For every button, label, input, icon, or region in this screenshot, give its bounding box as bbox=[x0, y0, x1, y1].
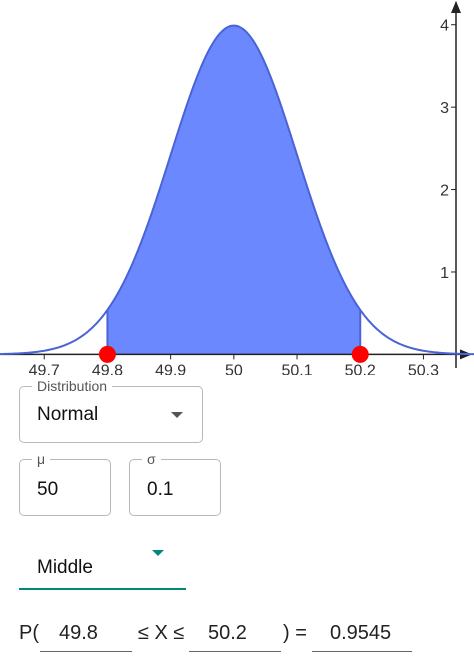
interval-underline bbox=[19, 588, 186, 590]
x-tick-label: 50.2 bbox=[345, 362, 376, 375]
x-tick-label: 49.9 bbox=[155, 362, 186, 375]
upper-bound-input[interactable]: 50.2 bbox=[189, 616, 281, 652]
upper-bound-point[interactable] bbox=[351, 345, 369, 363]
lower-bound-input[interactable]: 49.8 bbox=[40, 616, 132, 652]
interval-type-dropdown[interactable]: Middle bbox=[19, 543, 186, 590]
mu-value: 50 bbox=[37, 479, 59, 500]
distribution-graph[interactable]: 49.7 49.8 49.9 50 50.1 50.2 50.3 1 2 3 4 bbox=[0, 0, 474, 375]
plot-area: 49.7 49.8 49.9 50 50.1 50.2 50.3 1 2 3 4 bbox=[0, 1, 474, 375]
y-tick-label: 1 bbox=[440, 265, 449, 282]
upper-bound-underline bbox=[189, 651, 281, 652]
y-tick-label: 3 bbox=[440, 100, 449, 117]
distribution-value: Normal bbox=[37, 404, 99, 425]
lower-bound-value: 49.8 bbox=[59, 622, 98, 644]
x-tick-label: 49.8 bbox=[92, 362, 123, 375]
x-tick-label: 50 bbox=[225, 362, 243, 375]
sigma-label: σ bbox=[142, 450, 161, 468]
upper-bound-value: 50.2 bbox=[208, 622, 247, 644]
chevron-down-icon bbox=[171, 412, 183, 418]
density-curve bbox=[0, 24, 474, 356]
distribution-label: Distribution bbox=[32, 377, 113, 395]
sigma-field[interactable]: σ 0.1 bbox=[129, 450, 221, 516]
mu-field[interactable]: μ 50 bbox=[19, 450, 111, 516]
lower-bound-underline bbox=[40, 651, 132, 652]
probability-result-underline bbox=[312, 651, 412, 652]
x-tick-label: 50.3 bbox=[408, 362, 439, 375]
distribution-dropdown[interactable]: Distribution Normal bbox=[19, 377, 203, 443]
shaded-area bbox=[107, 25, 361, 355]
x-tick-label: 49.7 bbox=[29, 362, 60, 375]
probability-result: 0.9545 bbox=[312, 616, 412, 652]
y-tick-label: 4 bbox=[440, 18, 449, 35]
sigma-value: 0.1 bbox=[147, 479, 174, 500]
probability-result-value: 0.9545 bbox=[330, 622, 392, 644]
lower-bound-point[interactable] bbox=[98, 345, 116, 363]
mu-label: μ bbox=[32, 450, 51, 468]
y-tick-label: 2 bbox=[440, 183, 449, 200]
interval-type-value: Middle bbox=[37, 557, 93, 578]
chevron-down-icon bbox=[152, 550, 164, 556]
probability-equals: ) = bbox=[283, 622, 307, 644]
probability-middle: ≤ X ≤ bbox=[138, 622, 185, 644]
y-axis-arrow bbox=[451, 1, 461, 13]
probability-prefix: P( bbox=[19, 622, 39, 644]
x-tick-label: 50.1 bbox=[281, 362, 312, 375]
